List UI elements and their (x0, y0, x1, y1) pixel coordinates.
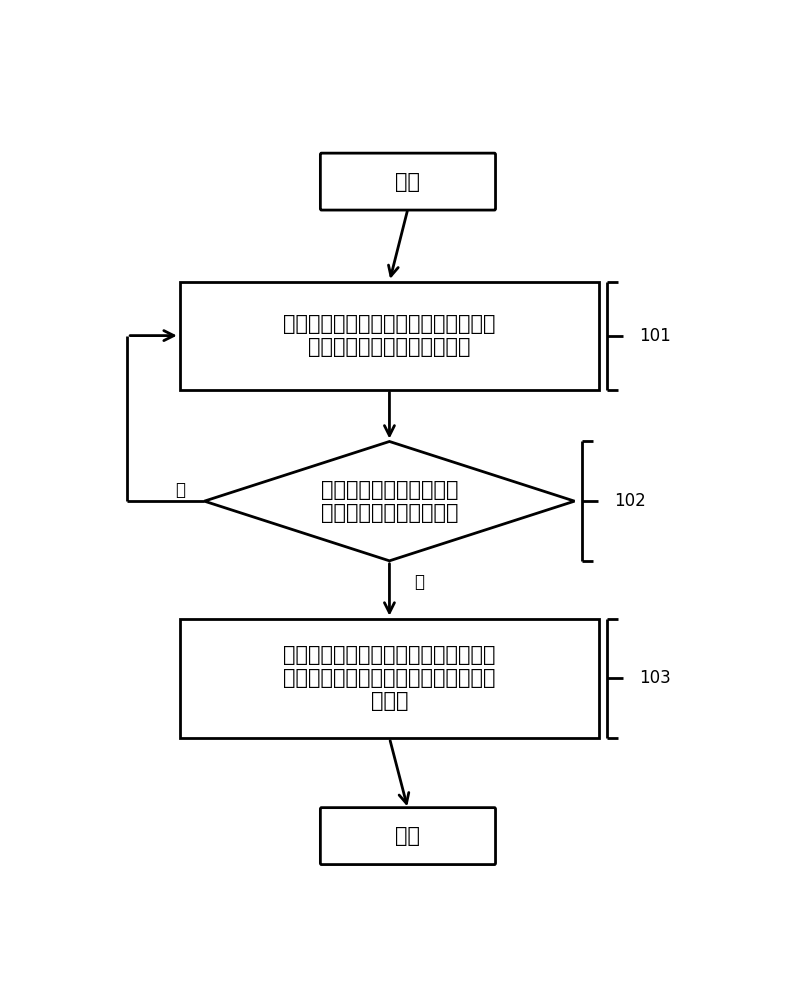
Text: 停止接收用户请求加入组播的请求，并
向第二路由器发送请求第三路由器工作
的报文: 停止接收用户请求加入组播的请求，并 向第二路由器发送请求第三路由器工作 的报文 (283, 645, 496, 711)
Text: 结束: 结束 (396, 826, 420, 846)
Bar (180, 619, 599, 738)
FancyBboxPatch shape (320, 808, 496, 865)
Text: 指定路由器群组中的第一路由器将请求
加入组播的用户接入到组播中: 指定路由器群组中的第一路由器将请求 加入组播的用户接入到组播中 (283, 314, 496, 357)
Polygon shape (205, 441, 575, 561)
FancyBboxPatch shape (320, 153, 496, 210)
Bar (180, 282, 599, 390)
Text: 101: 101 (639, 327, 671, 345)
Text: 是: 是 (414, 573, 424, 591)
Text: 开始: 开始 (396, 172, 420, 192)
Text: 否: 否 (174, 481, 185, 499)
Text: 103: 103 (639, 669, 671, 687)
Text: 102: 102 (615, 492, 646, 510)
Text: 判断接入到组播中的用户
的数量是否达到预设阈值: 判断接入到组播中的用户 的数量是否达到预设阈值 (321, 480, 458, 523)
